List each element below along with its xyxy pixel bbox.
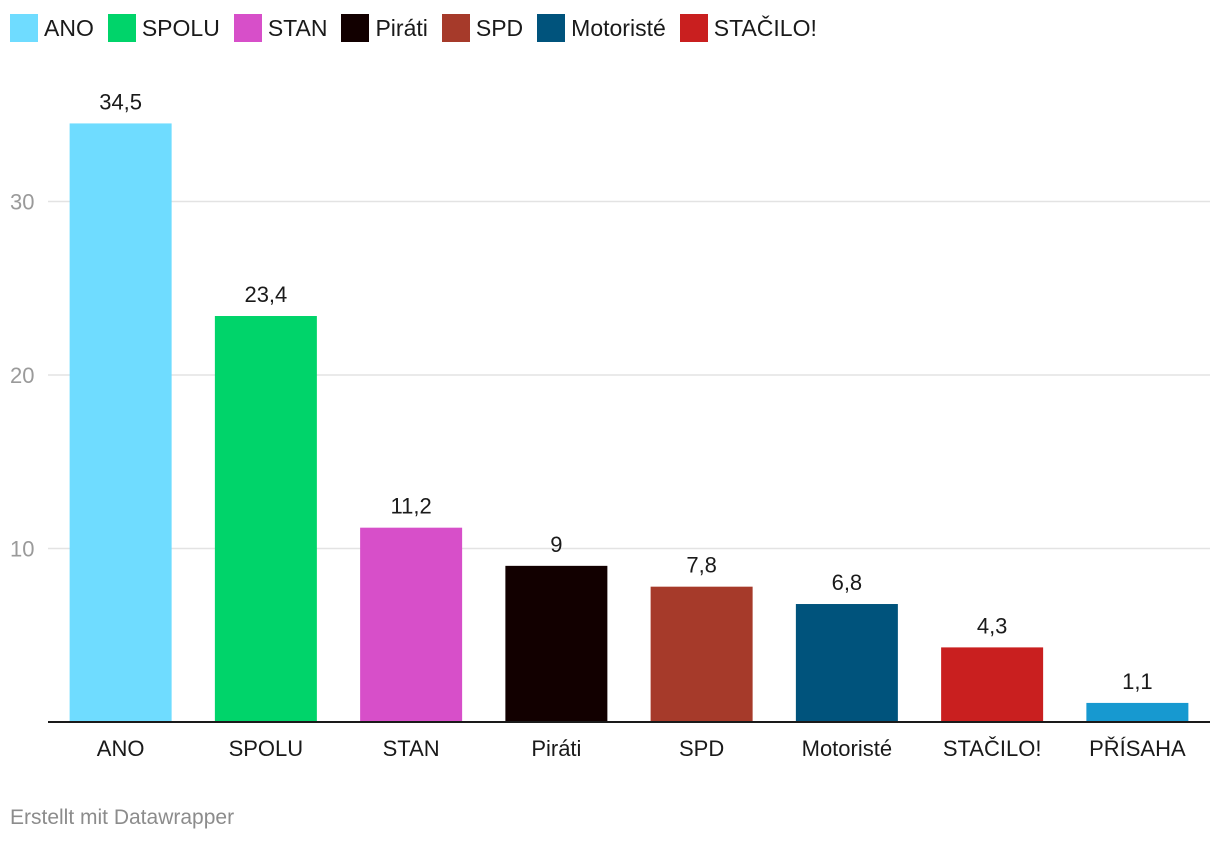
bar-chart: 10 20 30 34,5 ANO 23,4 SPOLU 11,2 STAN 9 Piráti 7,8… bbox=[10, 89, 1210, 761]
legend-item: Motoristé bbox=[537, 14, 666, 42]
legend-item: ANO bbox=[10, 14, 94, 42]
bar bbox=[795, 604, 898, 722]
x-tick-label: PŘÍSAHA bbox=[1089, 736, 1186, 761]
legend-label: ANO bbox=[44, 14, 94, 41]
legend-item: STAČILO! bbox=[679, 14, 817, 42]
legend-label: Piráti bbox=[375, 14, 428, 41]
credit-text: Erstellt mit Datawrapper bbox=[10, 806, 235, 829]
legend-swatch bbox=[107, 14, 136, 42]
bar bbox=[650, 586, 753, 722]
bar bbox=[941, 647, 1044, 722]
chart-legend: ANO SPOLU STAN Piráti SPD Motoristé STAČILO! bbox=[10, 12, 831, 44]
bar bbox=[69, 123, 172, 723]
legend-label: Motoristé bbox=[571, 14, 666, 41]
bar-value-label: 4,3 bbox=[977, 613, 1008, 638]
x-tick-label: Motoristé bbox=[802, 736, 892, 761]
x-tick-label: SPD bbox=[679, 736, 724, 761]
x-tick-label: Piráti bbox=[531, 736, 581, 761]
y-tick-label: 10 bbox=[10, 537, 34, 562]
x-tick-label: STAN bbox=[383, 736, 440, 761]
bar bbox=[505, 565, 608, 722]
bar-value-label: 7,8 bbox=[686, 553, 717, 578]
bar-value-label: 23,4 bbox=[244, 282, 287, 307]
legend-swatch bbox=[10, 14, 38, 42]
legend-label: STAN bbox=[267, 14, 328, 41]
x-tick-label: ANO bbox=[97, 736, 145, 761]
legend-swatch bbox=[341, 14, 370, 42]
legend-swatch bbox=[233, 14, 262, 42]
legend-item: SPOLU bbox=[107, 14, 220, 42]
legend-label: STAČILO! bbox=[713, 14, 817, 41]
legend-label: SPD bbox=[475, 14, 524, 41]
bar bbox=[360, 527, 463, 722]
legend-label: SPOLU bbox=[141, 14, 220, 41]
y-tick-label: 30 bbox=[10, 190, 34, 215]
legend-item: Piráti bbox=[341, 14, 428, 42]
bar bbox=[214, 316, 317, 722]
bar-value-label: 11,2 bbox=[391, 494, 432, 519]
bar-value-label: 6,8 bbox=[832, 570, 863, 595]
legend-item: STAN bbox=[233, 14, 328, 42]
bar-value-label: 34,5 bbox=[99, 89, 142, 114]
legend-swatch bbox=[537, 14, 566, 42]
bar-value-label: 9 bbox=[550, 532, 562, 557]
x-tick-label: STAČILO! bbox=[943, 736, 1042, 761]
y-tick-label: 20 bbox=[10, 363, 34, 388]
legend-item: SPD bbox=[441, 14, 524, 42]
x-tick-label: SPOLU bbox=[229, 736, 304, 761]
bar bbox=[1086, 702, 1189, 722]
legend-swatch bbox=[679, 14, 708, 42]
bar-value-label: 1,1 bbox=[1122, 669, 1153, 694]
legend-swatch bbox=[441, 14, 470, 42]
